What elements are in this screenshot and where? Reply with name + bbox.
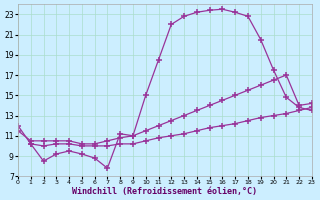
X-axis label: Windchill (Refroidissement éolien,°C): Windchill (Refroidissement éolien,°C) bbox=[72, 187, 257, 196]
